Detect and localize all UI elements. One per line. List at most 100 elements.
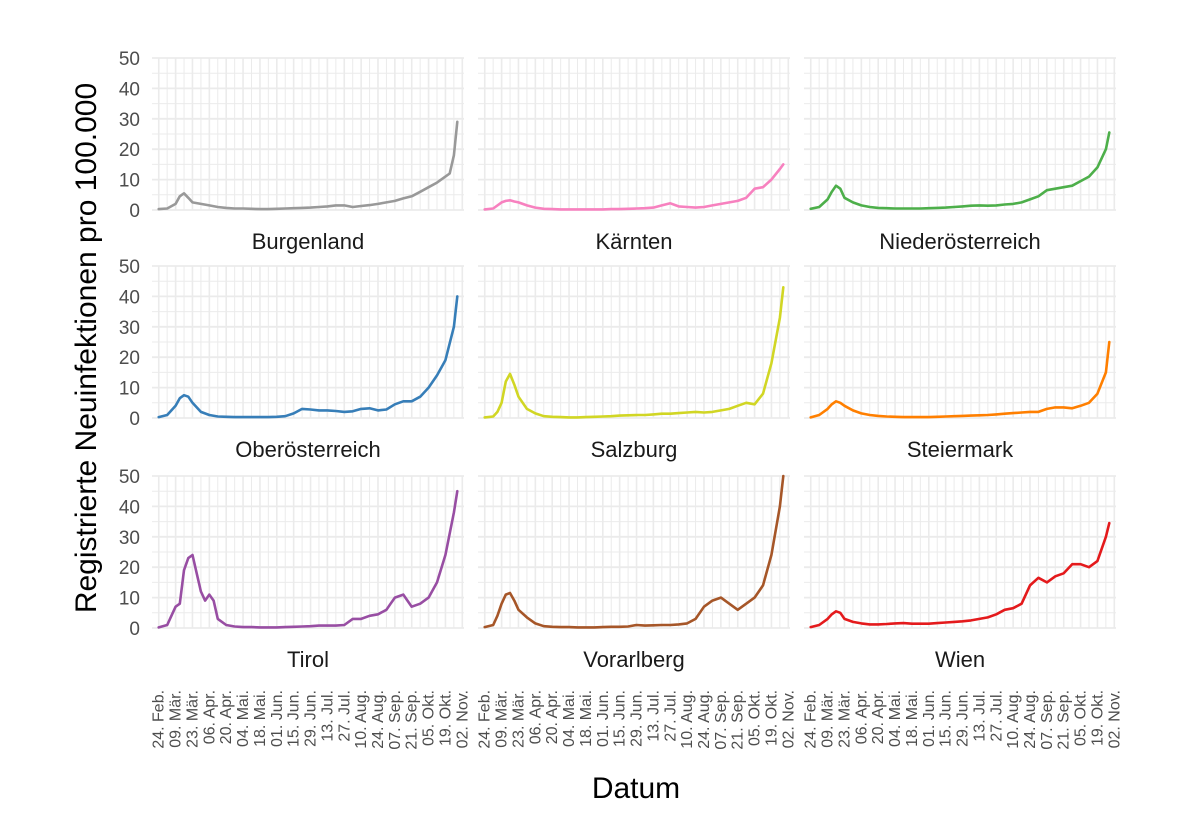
- x-tick-label: 23. Mär.: [511, 690, 528, 748]
- x-tick-label: 05. Okt.: [421, 690, 438, 746]
- facet-title: Wien: [935, 647, 985, 672]
- x-tick-label: 07. Sep.: [713, 690, 730, 750]
- x-tick-label: 19. Okt.: [437, 690, 454, 746]
- y-tick-label: 20: [119, 558, 140, 579]
- facet-title: Steiermark: [907, 437, 1014, 462]
- x-tick-label: 27. Jul.: [336, 690, 353, 742]
- x-tick-label: 24. Aug.: [370, 690, 387, 749]
- facet-panel: Oberösterreich: [152, 265, 464, 462]
- x-tick-label: 09. Mär.: [494, 690, 511, 748]
- x-tick-label: 13. Jul.: [319, 690, 336, 742]
- series-line-oberösterreich: [157, 295, 459, 419]
- x-tick-label: 04. Mai.: [235, 690, 252, 747]
- x-tick-label: 06. Apr.: [853, 690, 870, 744]
- x-tick-label: 23. Mär.: [185, 690, 202, 748]
- facet-panel: Wien: [804, 475, 1116, 672]
- facet-title: Oberösterreich: [235, 437, 381, 462]
- x-tick-label: 29. Jun.: [629, 690, 646, 747]
- facet-panel: Kärnten: [478, 57, 790, 254]
- x-tick-label: 24. Aug.: [696, 690, 713, 749]
- y-tick-label: 50: [119, 49, 140, 70]
- facet-panel: Vorarlberg: [478, 474, 790, 672]
- x-tick-label: 18. Mai.: [252, 690, 269, 747]
- x-tick-label: 13. Jul.: [971, 690, 988, 742]
- y-tick-label: 40: [119, 287, 140, 308]
- y-tick-label: 10: [119, 589, 140, 610]
- x-axis-ticks: 24. Feb. 09. Mär. 23. Mär. 06. Apr. 20. Apr.…: [151, 690, 1124, 750]
- facet-title: Niederösterreich: [879, 229, 1040, 254]
- y-axis-title: Registrierte Neuinfektionen pro 100.000: [70, 83, 103, 613]
- facet-panel: Steiermark: [804, 265, 1116, 462]
- x-tick-label: 13. Jul.: [645, 690, 662, 742]
- x-tick-label: 04. Mai.: [561, 690, 578, 747]
- series-line-tirol: [157, 489, 459, 629]
- x-tick-label: 10. Aug.: [679, 690, 696, 749]
- x-tick-label: 29. Jun.: [955, 690, 972, 747]
- x-tick-label: 24. Feb.: [803, 690, 820, 749]
- x-tick-label: 15. Jun.: [612, 690, 629, 747]
- y-tick-label: 20: [119, 348, 140, 369]
- x-tick-label: 19. Okt.: [1089, 690, 1106, 746]
- x-tick-label: 21. Sep.: [404, 690, 421, 750]
- y-tick-label: 30: [119, 528, 140, 549]
- x-tick-label: 18. Mai.: [904, 690, 921, 747]
- facet-title: Tirol: [287, 647, 329, 672]
- x-tick-label: 10. Aug.: [1005, 690, 1022, 749]
- facet-title: Burgenland: [252, 229, 365, 254]
- series-line-steiermark: [809, 340, 1111, 419]
- x-tick-label: 09. Mär.: [168, 690, 185, 748]
- x-tick-label: 24. Feb.: [477, 690, 494, 749]
- x-tick-label: 19. Okt.: [763, 690, 780, 746]
- x-tick-label: 27. Jul.: [662, 690, 679, 742]
- x-tick-label: 06. Apr.: [201, 690, 218, 744]
- x-tick-label: 09. Mär.: [820, 690, 837, 748]
- x-tick-label: 01. Jun.: [921, 690, 938, 747]
- y-tick-label: 10: [119, 171, 140, 192]
- x-tick-label: 24. Feb.: [151, 690, 168, 749]
- x-tick-label: 23. Mär.: [837, 690, 854, 748]
- x-tick-label: 20. Apr.: [870, 690, 887, 744]
- x-tick-label: 05. Okt.: [747, 690, 764, 746]
- facet-panel: Niederösterreich: [804, 57, 1116, 254]
- x-tick-label: 15. Jun.: [286, 690, 303, 747]
- series-line-niederösterreich: [809, 131, 1111, 211]
- y-tick-label: 0: [129, 201, 140, 222]
- x-tick-label: 01. Jun.: [595, 690, 612, 747]
- x-tick-label: 02. Nov.: [780, 690, 797, 748]
- y-tick-label: 50: [119, 257, 140, 278]
- x-tick-label: 21. Sep.: [730, 690, 747, 750]
- y-tick-label: 0: [129, 409, 140, 430]
- x-tick-label: 21. Sep.: [1056, 690, 1073, 750]
- y-tick-label: 50: [119, 467, 140, 488]
- series-line-wien: [809, 521, 1111, 629]
- series-line-kärnten: [483, 163, 785, 211]
- x-tick-label: 15. Jun.: [938, 690, 955, 747]
- series-line-vorarlberg: [483, 474, 785, 629]
- series-line-salzburg: [483, 286, 785, 419]
- x-tick-label: 20. Apr.: [218, 690, 235, 744]
- x-tick-label: 10. Aug.: [353, 690, 370, 749]
- y-tick-label: 0: [129, 619, 140, 640]
- y-tick-label: 40: [119, 497, 140, 518]
- y-tick-label: 20: [119, 140, 140, 161]
- facet-panel: Tirol: [152, 475, 464, 672]
- y-tick-label: 30: [119, 318, 140, 339]
- x-tick-label: 01. Jun.: [269, 690, 286, 747]
- facet-panel: Burgenland: [152, 57, 464, 254]
- x-tick-label: 04. Mai.: [887, 690, 904, 747]
- facet-title: Kärnten: [595, 229, 672, 254]
- x-tick-label: 06. Apr.: [527, 690, 544, 744]
- facet-panels: Burgenland Kärnten Niederösterreich Oberöst…: [152, 57, 1116, 672]
- y-tick-label: 30: [119, 110, 140, 131]
- x-tick-label: 18. Mai.: [578, 690, 595, 747]
- x-tick-label: 27. Jul.: [988, 690, 1005, 742]
- x-tick-label: 02. Nov.: [454, 690, 471, 748]
- x-tick-label: 02. Nov.: [1106, 690, 1123, 748]
- y-axis-ticks: 0 10 20 30 40 50 0 10 20 30 40 50 0 10 20 30 40 50: [119, 49, 140, 640]
- x-tick-label: 05. Okt.: [1073, 690, 1090, 746]
- y-tick-label: 40: [119, 79, 140, 100]
- x-tick-label: 24. Aug.: [1022, 690, 1039, 749]
- x-axis-title: Datum: [592, 772, 680, 805]
- series-line-burgenland: [157, 120, 459, 211]
